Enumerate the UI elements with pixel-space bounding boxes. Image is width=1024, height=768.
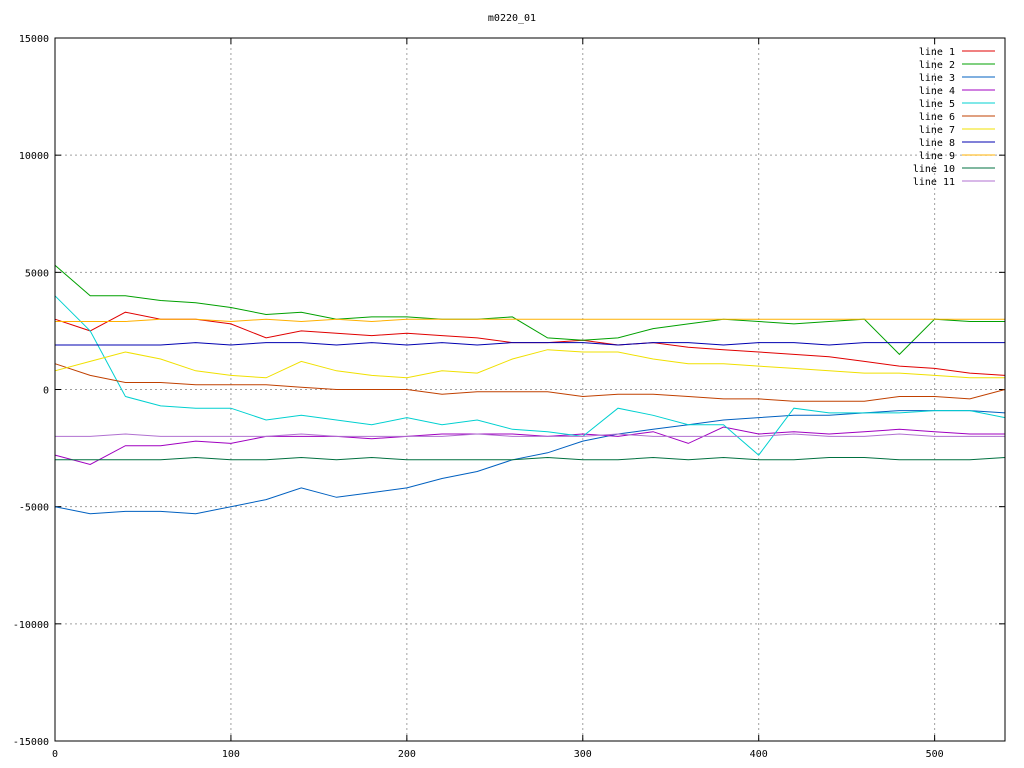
- legend-label-1: line 1: [919, 47, 955, 58]
- grid-lines: [55, 38, 1005, 741]
- series-line-9: [55, 318, 1005, 323]
- legend-label-2: line 2: [919, 60, 955, 71]
- series-line-11: [55, 433, 1005, 437]
- y-tick-label: -10000: [13, 620, 49, 631]
- series-line-1: [54, 311, 1006, 376]
- series-line-10: [55, 456, 1006, 461]
- legend-label-9: line 9: [919, 151, 955, 162]
- legend-label-10: line 10: [913, 164, 955, 175]
- series-line-7: [54, 349, 1005, 379]
- x-tick-label: 400: [750, 749, 768, 760]
- legend-label-8: line 8: [919, 138, 955, 149]
- legend-label-7: line 7: [919, 125, 955, 136]
- legend-label-11: line 11: [913, 177, 955, 188]
- y-tick-label: 10000: [19, 151, 49, 162]
- chart-title: m0220_01: [487, 13, 537, 24]
- x-tick-label: 500: [926, 749, 944, 760]
- series-line-2: [54, 264, 1005, 356]
- plot-frame: [54, 37, 1006, 742]
- series-line-3: [54, 410, 1006, 515]
- legend-label-4: line 4: [919, 86, 955, 97]
- x-tick-label: 0: [52, 749, 58, 760]
- y-tick-label: -15000: [13, 737, 49, 748]
- axis-ticks: -15000 -10000 -5000 0 5000 10000 15000 0 100 200 3…: [13, 34, 1005, 760]
- y-tick-label: 15000: [19, 34, 49, 45]
- legend-label-6: line 6: [919, 112, 955, 123]
- y-tick-label: 5000: [25, 268, 49, 279]
- x-tick-label: 100: [222, 749, 240, 760]
- legend-label-5: line 5: [919, 99, 955, 110]
- series-line-6: [54, 363, 1006, 402]
- legend: line 1 line 2 line 3 line 4 line 5 line 6 line…: [913, 47, 995, 188]
- series-line-8: [55, 342, 1005, 346]
- series-line-5: [54, 295, 1006, 456]
- y-tick-label: 0: [43, 386, 49, 397]
- x-tick-label: 300: [574, 749, 592, 760]
- series-lines: [54, 264, 1006, 515]
- series-line-4: [54, 426, 1005, 466]
- legend-label-3: line 3: [919, 73, 955, 84]
- x-tick-label: 200: [398, 749, 416, 760]
- y-tick-label: -5000: [19, 503, 49, 514]
